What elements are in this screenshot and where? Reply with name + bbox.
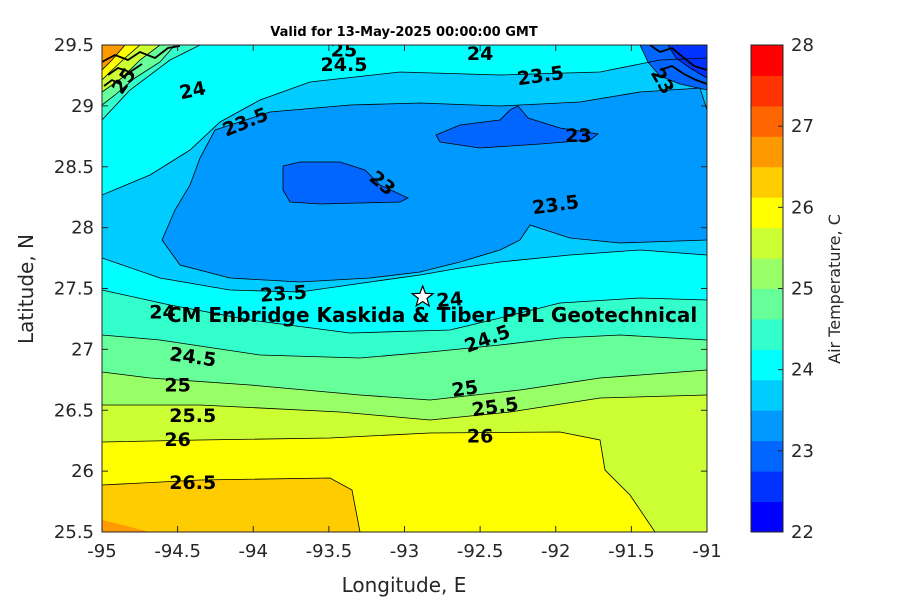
colorbar-segment xyxy=(751,166,783,198)
x-tick-label: -93.5 xyxy=(306,541,353,562)
colorbar-ticks: 22 23 24 25 26 27 28 xyxy=(778,35,814,543)
x-axis-label: Longitude, E xyxy=(342,573,467,597)
contour-label: 26 xyxy=(467,426,493,448)
coastline-nw xyxy=(102,45,181,87)
colorbar-tick-label: 26 xyxy=(791,197,814,218)
chart-title: Valid for 13-May-2025 00:00:00 GMT xyxy=(270,25,538,40)
colorbar-segment xyxy=(751,197,783,229)
colorbar-segment xyxy=(751,227,783,259)
colorbar-segment xyxy=(751,258,783,289)
band-blue-2 xyxy=(436,106,598,148)
contour-line-nw-2 xyxy=(102,45,161,93)
colorbar xyxy=(751,45,783,533)
colorbar-tick-label: 28 xyxy=(791,35,814,56)
x-tick-label: -92.5 xyxy=(457,541,504,562)
x-tick-label: -91 xyxy=(692,541,721,562)
contour-line-25 xyxy=(102,369,707,401)
x-axis-ticks: -95 -94.5 -94 -93.5 -93 -92.5 -92 -91.5 -91 xyxy=(87,45,722,562)
y-tick-label: 26.5 xyxy=(54,400,94,421)
contour-label: 24 xyxy=(467,43,493,65)
y-tick-label: 25.5 xyxy=(54,522,94,543)
contour-line-23-south xyxy=(161,224,707,283)
contour-line-25.5 xyxy=(102,394,707,421)
contour-label: 24 xyxy=(177,77,207,104)
colorbar-segment xyxy=(751,105,783,137)
colorbar-segment xyxy=(751,471,783,503)
contour-line-26.5 xyxy=(102,477,361,532)
colorbar-segment xyxy=(751,45,783,76)
contour-line-24-north xyxy=(102,45,201,121)
x-tick-label: -93 xyxy=(390,541,419,562)
colorbar-label: Air Temperature, C xyxy=(825,214,844,364)
y-tick-label: 27.5 xyxy=(54,279,94,300)
band-orange xyxy=(102,520,150,532)
y-tick-label: 28 xyxy=(71,218,94,239)
x-tick-label: -92 xyxy=(541,541,570,562)
colorbar-segment xyxy=(751,318,783,350)
contour-lines xyxy=(102,45,707,532)
location-star-marker xyxy=(410,284,435,308)
colorbar-segment xyxy=(751,379,783,411)
contour-label: 25.5 xyxy=(169,405,216,427)
contour-label: 24.5 xyxy=(321,54,368,76)
contour-label: 26 xyxy=(164,429,190,451)
contour-line-nw-1 xyxy=(102,45,176,106)
x-tick-label: -95 xyxy=(87,541,116,562)
contour-line-22.5-ne xyxy=(639,45,707,91)
location-annotation: CM Enbridge Kaskida & Tiber PPL Geotechn… xyxy=(167,303,697,327)
contour-label: 24 xyxy=(436,288,464,312)
x-tick-label: -94.5 xyxy=(154,541,201,562)
contour-line-nw-4 xyxy=(102,45,126,71)
contour-line-22.5-west xyxy=(282,161,409,205)
colorbar-tick-label: 25 xyxy=(791,279,814,300)
y-axis-label: Latitude, N xyxy=(14,234,38,344)
coastline xyxy=(102,45,707,87)
contour-line-24.5 xyxy=(102,334,707,359)
contour-line-22-ne xyxy=(667,45,707,79)
y-tick-label: 26 xyxy=(71,461,94,482)
contour-line-23.5 xyxy=(102,249,707,293)
colorbar-segment xyxy=(751,440,783,472)
colorbar-segment xyxy=(751,410,783,442)
contour-line-23 xyxy=(161,87,707,241)
colorbar-segment xyxy=(751,501,783,533)
y-tick-label: 29.5 xyxy=(54,35,94,56)
y-tick-label: 28.5 xyxy=(54,157,94,178)
x-tick-label: -91.5 xyxy=(608,541,655,562)
contour-line-24 xyxy=(102,289,707,334)
colorbar-tick-label: 23 xyxy=(791,441,814,462)
contour-line-22.5-east xyxy=(435,105,599,149)
x-tick-label: -94 xyxy=(239,541,268,562)
colorbar-tick-label: 22 xyxy=(791,522,814,543)
colorbar-segment xyxy=(751,288,783,320)
contour-label: 25 xyxy=(450,376,479,401)
band-orange-light xyxy=(102,478,360,532)
contour-line-23.5-north xyxy=(102,57,707,196)
coastline-ne xyxy=(649,45,707,85)
colorbar-segment xyxy=(751,349,783,381)
colorbar-tick-label: 24 xyxy=(791,360,814,381)
colorbar-segment xyxy=(751,136,783,168)
contour-label: 23.5 xyxy=(259,281,307,306)
contour-label: 25 xyxy=(164,374,190,396)
y-tick-label: 27 xyxy=(71,339,94,360)
contour-label: 23 xyxy=(565,125,591,147)
band-blue xyxy=(283,162,408,204)
colorbar-tick-label: 27 xyxy=(791,116,814,137)
contour-line-nw-3 xyxy=(102,45,141,81)
y-tick-label: 29 xyxy=(71,96,94,117)
contour-label: 24 xyxy=(149,301,175,323)
contour-label: 25 xyxy=(331,40,357,62)
colorbar-segment xyxy=(751,75,783,107)
contour-label: 26.5 xyxy=(169,472,216,494)
contour-line-26 xyxy=(102,431,656,532)
